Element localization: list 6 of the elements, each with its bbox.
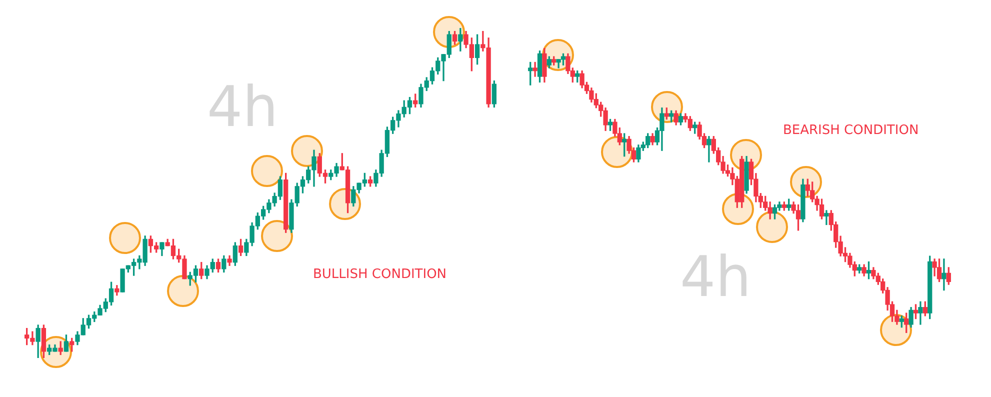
annotation: BEARISH CONDITION [783,123,919,138]
candlestick [942,258,946,291]
candlestick [532,62,538,77]
annotation: BULLISH CONDITION [313,267,447,282]
candlestick [824,210,829,226]
candlestick [706,136,712,162]
